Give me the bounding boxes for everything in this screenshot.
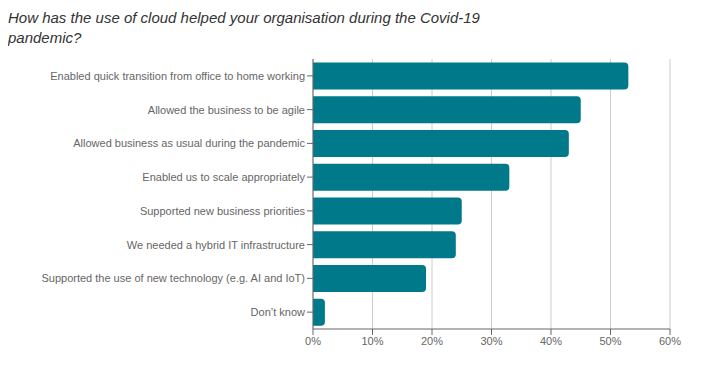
- svg-text:10%: 10%: [361, 335, 383, 347]
- svg-text:30%: 30%: [480, 335, 502, 347]
- svg-text:0%: 0%: [305, 335, 321, 347]
- svg-text:Supported the use of new techn: Supported the use of new technology (e.g…: [41, 272, 305, 284]
- svg-text:20%: 20%: [421, 335, 443, 347]
- svg-text:60%: 60%: [659, 335, 681, 347]
- svg-text:Enabled us to scale appropriat: Enabled us to scale appropriately: [142, 171, 305, 183]
- svg-text:40%: 40%: [540, 335, 562, 347]
- svg-text:Enabled quick transition from: Enabled quick transition from office to …: [50, 70, 305, 82]
- svg-text:Don’t know: Don’t know: [251, 306, 305, 318]
- svg-text:Allowed the business to be agi: Allowed the business to be agile: [148, 104, 305, 116]
- html-text:How has the use of cloud helpe: How has the use of cloud helped your org…: [8, 9, 480, 46]
- svg-text:Allowed business as usual duri: Allowed business as usual during the pan…: [73, 137, 305, 149]
- svg-text:We needed a hybrid IT infrastr: We needed a hybrid IT infrastructure: [127, 239, 305, 251]
- svg-text:Supported new business priorit: Supported new business priorities: [140, 205, 306, 217]
- svg-text:50%: 50%: [599, 335, 621, 347]
